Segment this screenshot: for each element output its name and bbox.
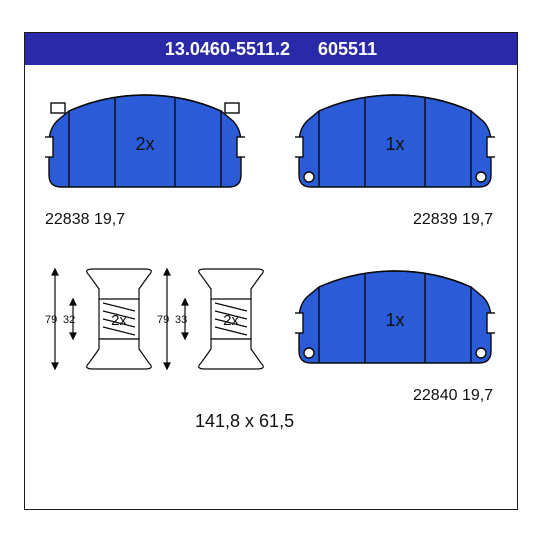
brake-pad-bottom-right: 1x: [295, 265, 495, 385]
dim-inner-right: 33: [175, 314, 187, 326]
diagram-canvas: 13.0460-5511.2 605511 2x 22838 19,7: [24, 32, 518, 510]
qty-label: 1x: [385, 134, 404, 154]
pad-code-top-right: 22839 19,7: [413, 211, 493, 229]
qty-label: 2x: [135, 134, 154, 154]
title-bar: 13.0460-5511.2 605511: [25, 33, 517, 65]
qty-label: 2x: [223, 312, 239, 329]
part-number-secondary: 605511: [318, 39, 377, 60]
brake-pad-top-left: 2x: [45, 89, 245, 209]
pad-code-bottom-right: 22840 19,7: [413, 387, 493, 405]
part-number-primary: 13.0460-5511.2: [165, 39, 290, 60]
dim-height-right: 79: [157, 314, 169, 326]
dim-inner-left: 32: [63, 314, 75, 326]
pad-code-top-left: 22838 19,7: [45, 211, 125, 229]
clip-left: 79 32 2x: [43, 259, 161, 389]
footer-dimension: 141,8 x 61,5: [195, 411, 294, 432]
qty-label: 2x: [111, 312, 127, 329]
brake-pad-top-right: 1x: [295, 89, 495, 209]
clip-right: 79 33 2x: [155, 259, 273, 389]
qty-label: 1x: [385, 310, 404, 330]
dim-height-left: 79: [45, 314, 57, 326]
